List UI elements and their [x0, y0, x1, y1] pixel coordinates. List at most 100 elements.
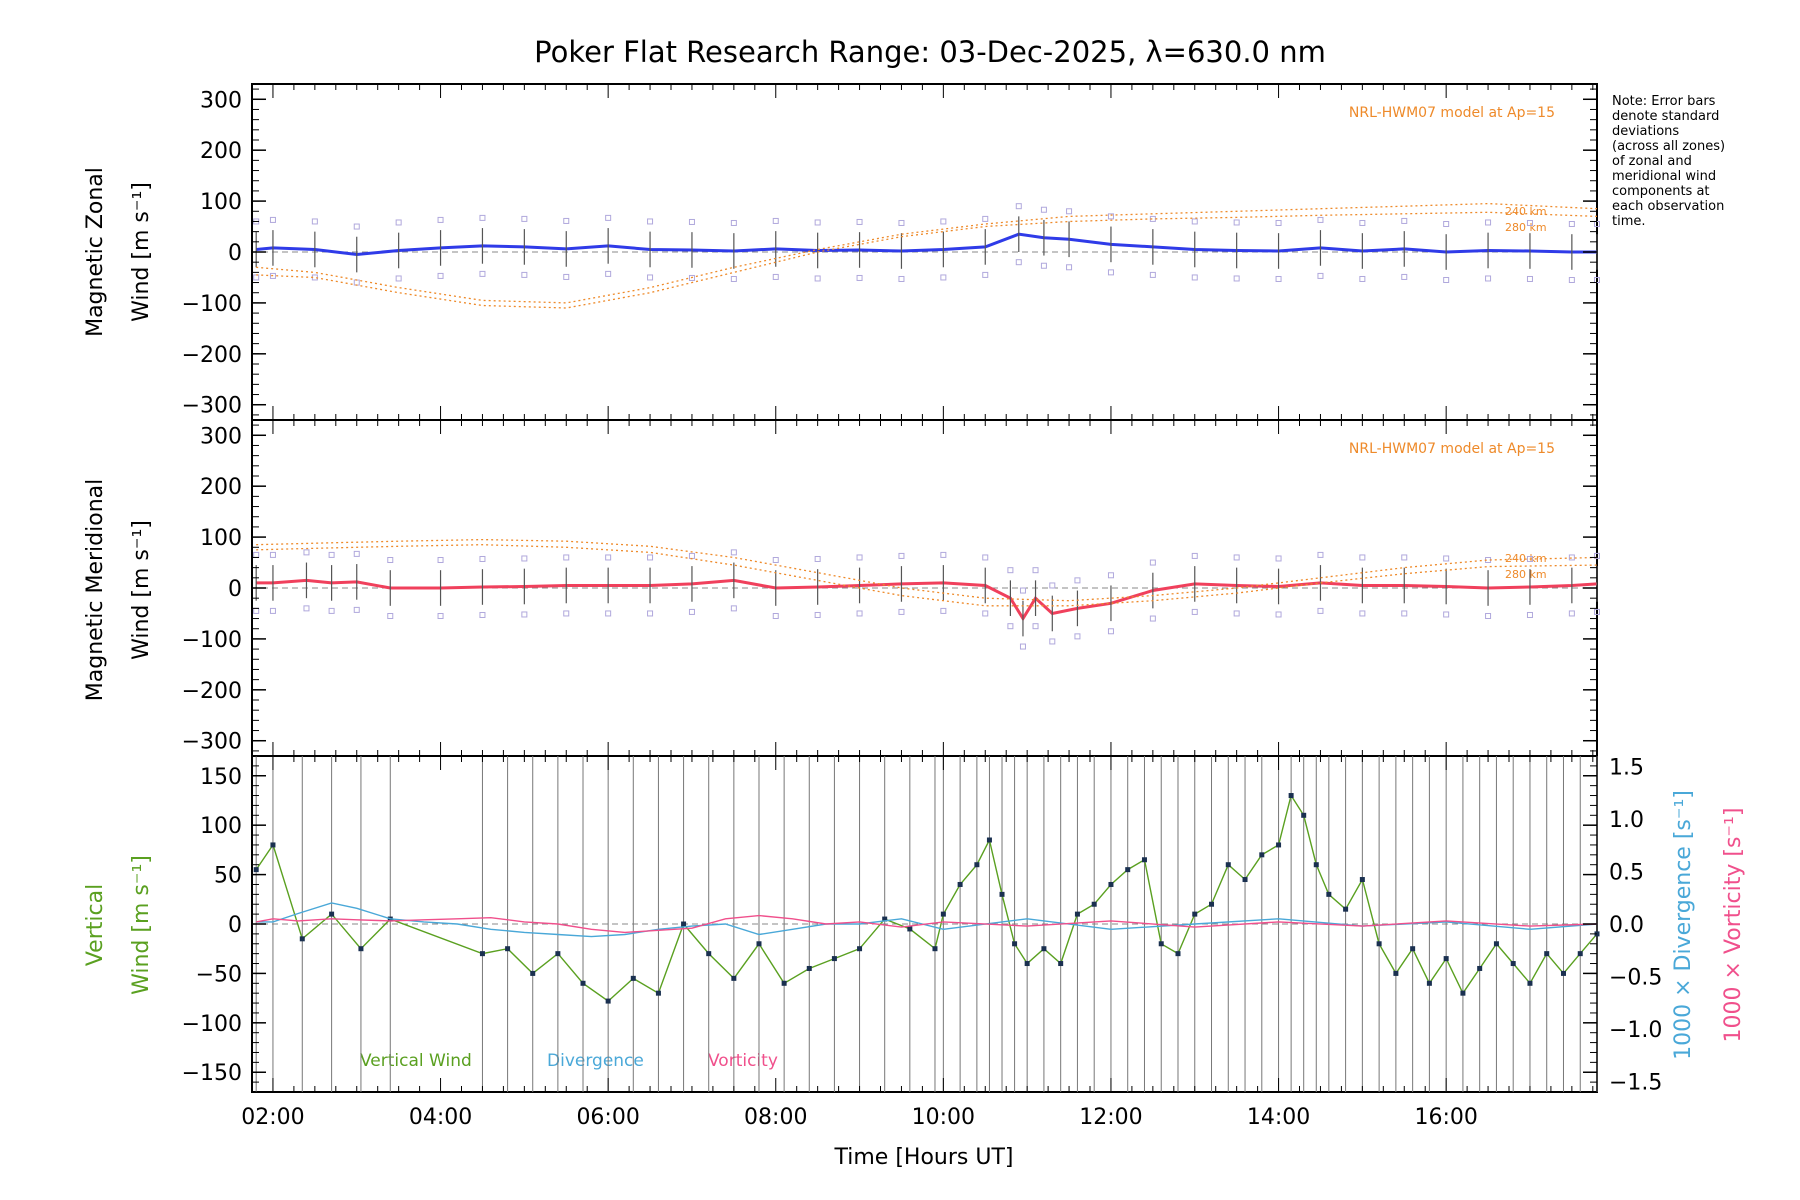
legend-divergence: Divergence: [547, 1051, 644, 1071]
zone-sample-point: [772, 613, 779, 619]
zone-sample-point: [688, 552, 695, 559]
zone-sample-point: [1074, 633, 1081, 640]
zone-sample-point: [1233, 610, 1240, 617]
zone-sample-point: [1107, 269, 1114, 276]
vertical-wind-point: [1443, 956, 1449, 962]
y-tick-label: −150: [182, 1061, 242, 1086]
vertical-wind-point: [555, 951, 561, 957]
zone-sample-point: [898, 608, 905, 615]
zone-sample-point: [688, 218, 695, 225]
zone-sample-point: [1526, 219, 1533, 226]
vertical-wind-point: [986, 837, 992, 843]
vertical-wind-point: [882, 916, 888, 922]
vertical-wind-point: [655, 990, 661, 996]
zone-sample-point: [898, 275, 905, 282]
zone-sample-point: [856, 218, 863, 225]
note-line: of zonal and: [1612, 154, 1692, 169]
vertical-wind-point: [1313, 862, 1319, 868]
zone-sample-point: [1233, 554, 1240, 561]
note-line: components at: [1612, 184, 1710, 199]
vertical-wind-point: [479, 951, 485, 957]
zone-sample-point: [1568, 221, 1575, 227]
zone-sample-point: [982, 610, 989, 617]
zone-sample-point: [1233, 275, 1240, 282]
x-axis-label: Time [Hours UT]: [834, 1145, 1014, 1170]
vertical-wind-point: [505, 946, 511, 952]
zone-sample-point: [1019, 587, 1026, 594]
vertical-wind-point: [1376, 941, 1382, 947]
zone-sample-point: [856, 610, 863, 617]
zone-sample-point: [940, 218, 947, 225]
zone-sample-point: [1594, 608, 1600, 615]
zone-sample-point: [772, 217, 779, 224]
vertical-wind-point: [1393, 970, 1399, 976]
zone-sample-point: [1594, 552, 1600, 559]
zone-sample-point: [479, 555, 486, 562]
zone-sample-point: [772, 273, 779, 280]
zone-sample-point: [1317, 607, 1324, 614]
zone-sample-point: [328, 551, 335, 558]
zone-sample-point: [353, 223, 360, 230]
right-y-tick-label: 0.0: [1609, 913, 1644, 938]
zone-sample-point: [1107, 628, 1114, 635]
zone-sample-point: [605, 214, 612, 221]
zone-sample-point: [1359, 554, 1366, 561]
vertical-wind-point: [1108, 881, 1114, 887]
zone-sample-point: [303, 549, 310, 556]
right-y-tick-label: −0.5: [1609, 966, 1662, 991]
zone-sample-point: [253, 551, 260, 558]
zone-sample-point: [605, 610, 612, 617]
zone-sample-point: [1191, 274, 1198, 281]
zone-sample-point: [395, 275, 402, 282]
zone-sample-point: [1359, 610, 1366, 617]
meridional-wind-line: [256, 578, 1598, 622]
zone-sample-point: [1317, 272, 1324, 279]
zone-sample-point: [1040, 262, 1047, 269]
vertical-wind-point: [932, 946, 938, 952]
right-y-tick-label: 0.5: [1609, 861, 1644, 886]
zone-sample-point: [1015, 203, 1022, 210]
zone-sample-point: [1233, 219, 1240, 226]
vertical-wind-point: [974, 862, 980, 868]
vertical-wind-point: [299, 936, 305, 942]
zone-sample-point: [1015, 259, 1022, 266]
vertical-wind-point: [1359, 877, 1365, 883]
zone-sample-point: [647, 610, 654, 617]
x-tick-label: 10:00: [912, 1105, 975, 1130]
zonal-ylabel-line1: Magnetic Zonal: [83, 167, 108, 337]
zone-sample-point: [303, 605, 310, 612]
zone-sample-point: [814, 219, 821, 226]
vertical-wind-point: [530, 970, 536, 976]
nrl-hwm07-280-km-line: [256, 544, 1598, 607]
vertical-ylabel-line1: Vertical: [83, 884, 108, 966]
zone-sample-point: [1401, 610, 1408, 617]
zone-sample-point: [1485, 613, 1492, 619]
zone-sample-point: [1401, 554, 1408, 561]
y-tick-label: 300: [200, 424, 242, 449]
zone-sample-point: [1317, 551, 1324, 558]
zonal-wind-line: [256, 232, 1597, 257]
zone-sample-point: [437, 272, 444, 279]
zone-sample-point: [1317, 216, 1324, 223]
vertical-wind-point: [999, 891, 1005, 897]
zone-sample-point: [1526, 555, 1533, 562]
zone-sample-point: [437, 613, 444, 619]
nrl-hwm07-280-km-line: [256, 211, 1598, 309]
right-y-tick-label: 1.0: [1609, 808, 1644, 833]
zone-sample-point: [479, 611, 486, 618]
meridional-ylabel-line1: Magnetic Meridional: [83, 479, 108, 701]
vertical-panel: Vertical Wind [m s⁻¹] 1000 × Divergence …: [83, 755, 1746, 1096]
zone-sample-point: [1359, 275, 1366, 282]
zone-sample-point: [395, 219, 402, 226]
zone-sample-point: [982, 554, 989, 561]
vertical-wind-point: [580, 980, 586, 986]
zone-sample-point: [353, 550, 360, 557]
zonal-model-alt-280: 280 km: [1505, 221, 1547, 234]
zone-sample-point: [1568, 277, 1575, 283]
vorticity-ylabel: 1000 × Vorticity [s⁻¹]: [1721, 808, 1746, 1043]
x-tick-label: 16:00: [1414, 1105, 1477, 1130]
y-tick-label: −100: [182, 292, 242, 317]
x-tick-label: 12:00: [1079, 1105, 1142, 1130]
vertical-wind-point: [1225, 862, 1231, 868]
vertical-wind-point: [1288, 793, 1294, 799]
